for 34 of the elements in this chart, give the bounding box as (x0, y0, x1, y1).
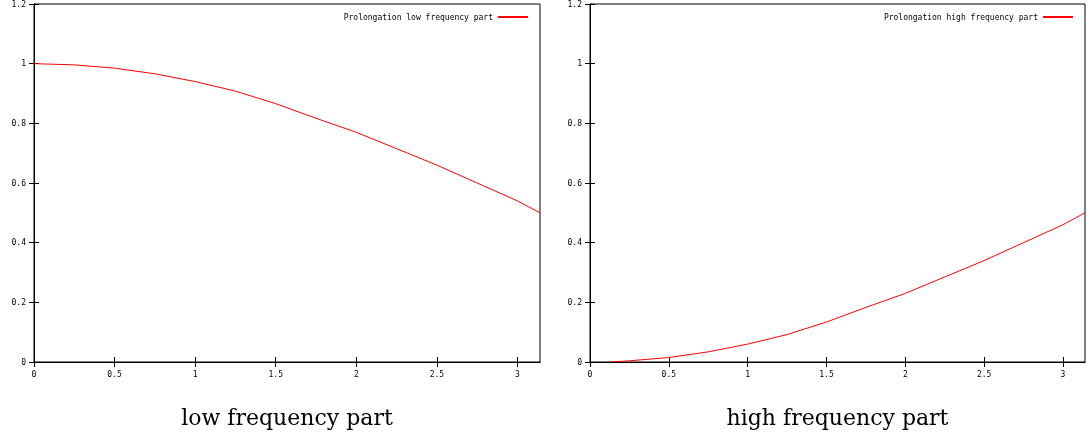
x-axis-title: low frequency part (181, 404, 393, 430)
x-tick-label: 1 (192, 369, 198, 379)
x-tick-label: 2.5 (429, 369, 445, 379)
y-tick-label: 0.8 (567, 118, 583, 128)
x-tick-label: 2 (353, 369, 359, 379)
x-tick-label: 2 (902, 369, 908, 379)
x-tick-label: 1.5 (268, 369, 284, 379)
y-tick-label: 0.8 (11, 118, 27, 128)
y-tick-label: 0.6 (567, 178, 583, 188)
y-tick-label: 0.2 (567, 297, 583, 307)
x-tick-label: 2.5 (976, 369, 992, 379)
y-tick-label: 1 (577, 59, 583, 69)
y-tick-label: 0 (577, 357, 583, 367)
y-tick-label: 0.4 (11, 238, 27, 248)
x-tick-label: 0 (31, 369, 37, 379)
y-tick-label: 0.6 (11, 178, 27, 188)
y-tick-label: 0 (21, 357, 27, 367)
x-tick-label: 1 (745, 369, 751, 379)
y-tick-label: 0.4 (567, 238, 583, 248)
y-tick-label: 1.2 (567, 0, 583, 9)
x-tick-label: 3 (1060, 369, 1066, 379)
x-tick-label: 3 (515, 369, 521, 379)
y-tick-label: 0.2 (11, 297, 27, 307)
legend-label: Prolongation low frequency part (343, 12, 494, 22)
legend-label: Prolongation high frequency part (883, 12, 1039, 22)
x-tick-label: 0.5 (107, 369, 122, 379)
y-tick-label: 1.2 (11, 0, 27, 9)
line-series (33, 63, 541, 214)
x-tick-label: 1.5 (819, 369, 834, 379)
x-axis-title: high frequency part (726, 404, 949, 430)
y-tick-label: 1 (21, 59, 27, 69)
line-series (609, 212, 1086, 363)
x-tick-label: 0.5 (661, 369, 677, 379)
x-tick-label: 0 (587, 369, 593, 379)
